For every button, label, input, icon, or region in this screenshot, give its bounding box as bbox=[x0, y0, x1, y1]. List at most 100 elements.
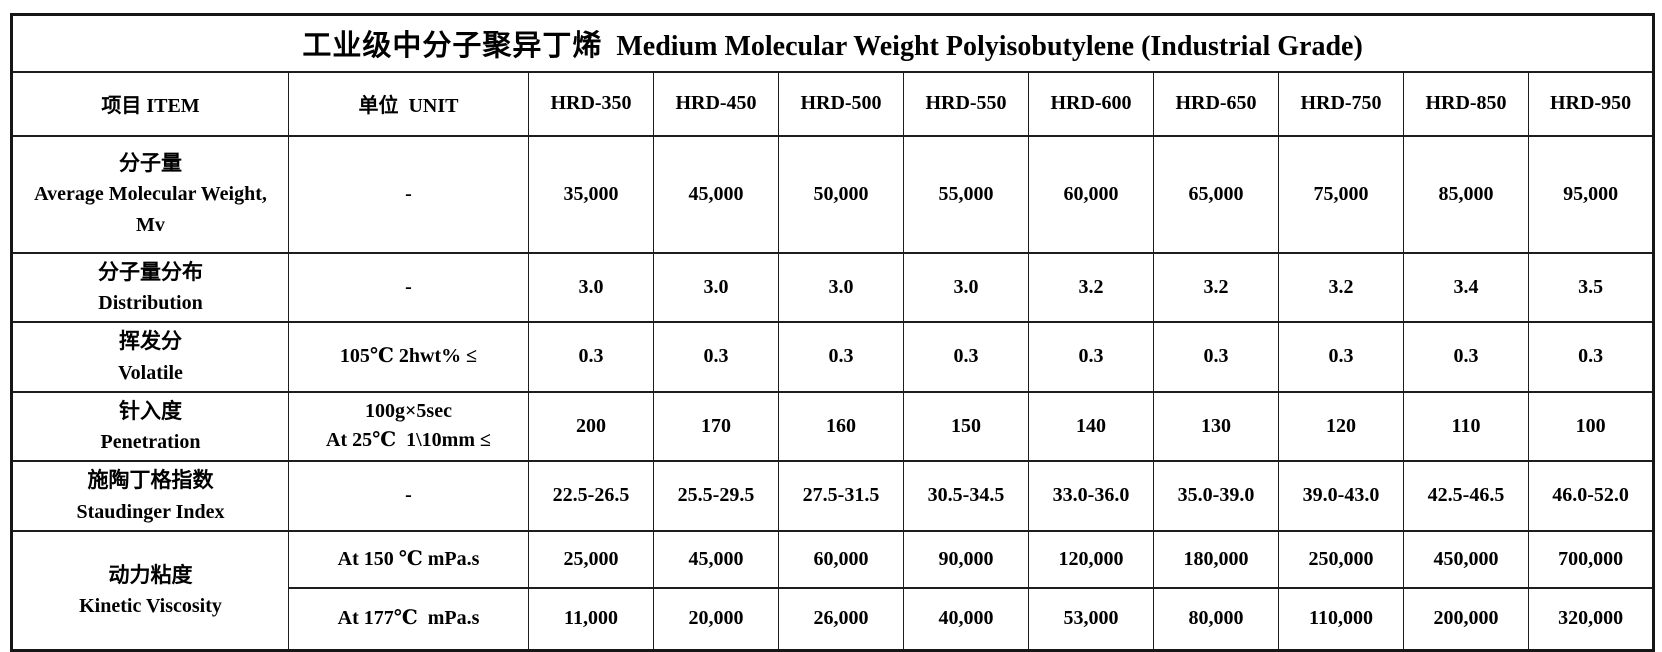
value-distribution-hrd-850: 3.4 bbox=[1403, 251, 1529, 324]
table-row-average-molecular-weight: 分子量 Average Molecular Weight, Mv - 35,000 45,… bbox=[11, 134, 1655, 254]
item-label-line: 分子量 bbox=[119, 150, 182, 175]
unit-label-line: At 150 ℃ mPa.s bbox=[337, 547, 480, 570]
item-label-line: 施陶丁格指数 bbox=[87, 468, 214, 493]
grade-header-hrd-350: HRD-350 bbox=[528, 70, 654, 137]
item-label-line: 针入度 bbox=[119, 398, 182, 423]
value-staudinger-index-hrd-950: 46.0-52.0 bbox=[1527, 460, 1655, 532]
item-label-line: Kinetic Viscosity bbox=[79, 595, 222, 618]
unit-column-header: 单位 UNIT bbox=[288, 70, 529, 137]
item-column-header: 项目 ITEM bbox=[11, 70, 289, 137]
grade-header-hrd-950: HRD-950 bbox=[1527, 70, 1655, 137]
value-kinetic-viscosity-177-hrd-750: 110,000 bbox=[1278, 586, 1404, 652]
unit-label-line: 105℃ 2hwt% ≤ bbox=[339, 345, 478, 368]
item-cell-staudinger-index: 施陶丁格指数 Staudinger Index bbox=[11, 460, 289, 532]
unit-cell-average-molecular-weight: - bbox=[288, 134, 529, 254]
value-average-molecular-weight-hrd-450: 45,000 bbox=[653, 134, 779, 254]
value-kinetic-viscosity-177-hrd-950: 320,000 bbox=[1527, 586, 1655, 652]
value-staudinger-index-hrd-450: 25.5-29.5 bbox=[653, 460, 779, 532]
value-distribution-hrd-500: 3.0 bbox=[778, 251, 904, 324]
value-volatile-hrd-550: 0.3 bbox=[903, 321, 1029, 393]
value-kinetic-viscosity-150-hrd-750: 250,000 bbox=[1278, 529, 1404, 589]
item-label-line: Distribution bbox=[98, 292, 203, 315]
value-kinetic-viscosity-150-hrd-500: 60,000 bbox=[778, 529, 904, 589]
value-average-molecular-weight-hrd-750: 75,000 bbox=[1278, 134, 1404, 254]
table-row-distribution: 分子量分布 Distribution -3.0 3.0 3.0 3.0 3.2 3.2 3.2 3… bbox=[11, 251, 1655, 324]
value-distribution-hrd-600: 3.2 bbox=[1028, 251, 1154, 324]
value-average-molecular-weight-hrd-950: 95,000 bbox=[1527, 134, 1655, 254]
value-volatile-hrd-850: 0.3 bbox=[1403, 321, 1529, 393]
value-volatile-hrd-600: 0.3 bbox=[1028, 321, 1154, 393]
value-penetration-hrd-350: 200 bbox=[528, 390, 654, 463]
item-cell-distribution: 分子量分布 Distribution bbox=[11, 251, 289, 324]
value-average-molecular-weight-hrd-350: 35,000 bbox=[528, 134, 654, 254]
value-volatile-hrd-500: 0.3 bbox=[778, 321, 904, 393]
value-staudinger-index-hrd-850: 42.5-46.5 bbox=[1403, 460, 1529, 532]
value-volatile-hrd-650: 0.3 bbox=[1153, 321, 1279, 393]
value-penetration-hrd-950: 100 bbox=[1527, 390, 1655, 463]
item-label-line: 动力粘度 bbox=[108, 562, 193, 587]
unit-cell-distribution: - bbox=[288, 251, 529, 324]
item-label-line: 挥发分 bbox=[119, 329, 182, 354]
value-average-molecular-weight-hrd-500: 50,000 bbox=[778, 134, 904, 254]
item-label-line: Staudinger Index bbox=[76, 500, 225, 523]
value-penetration-hrd-850: 110 bbox=[1403, 390, 1529, 463]
grade-header-hrd-550: HRD-550 bbox=[903, 70, 1029, 137]
item-cell-kinetic-viscosity-150: 动力粘度 Kinetic Viscosity bbox=[11, 529, 289, 652]
value-kinetic-viscosity-150-hrd-600: 120,000 bbox=[1028, 529, 1154, 589]
value-volatile-hrd-350: 0.3 bbox=[528, 321, 654, 393]
unit-cell-penetration: 100g×5sec At 25℃ 1\10mm ≤ bbox=[288, 390, 529, 463]
value-staudinger-index-hrd-550: 30.5-34.5 bbox=[903, 460, 1029, 532]
title-row: 工业级中分子聚异丁烯 Medium Molecular Weight Polyis… bbox=[10, 13, 1655, 73]
item-cell-volatile: 挥发分 Volatile bbox=[11, 321, 289, 393]
unit-label-line: - bbox=[405, 484, 412, 507]
item-cell-average-molecular-weight: 分子量 Average Molecular Weight, Mv bbox=[11, 134, 289, 254]
value-volatile-hrd-750: 0.3 bbox=[1278, 321, 1404, 393]
value-kinetic-viscosity-150-hrd-550: 90,000 bbox=[903, 529, 1029, 589]
value-volatile-hrd-450: 0.3 bbox=[653, 321, 779, 393]
value-kinetic-viscosity-150-hrd-850: 450,000 bbox=[1403, 529, 1529, 589]
table-row-staudinger-index: 施陶丁格指数 Staudinger Index - 22.5-26.5 25.5-29.… bbox=[11, 460, 1655, 532]
value-distribution-hrd-350: 3.0 bbox=[528, 251, 654, 324]
value-kinetic-viscosity-177-hrd-650: 80,000 bbox=[1153, 586, 1279, 652]
value-penetration-hrd-500: 160 bbox=[778, 390, 904, 463]
value-average-molecular-weight-hrd-850: 85,000 bbox=[1403, 134, 1529, 254]
unit-label-line: At 25℃ 1\10mm ≤ bbox=[326, 429, 491, 452]
grade-header-hrd-500: HRD-500 bbox=[778, 70, 904, 137]
grade-header-hrd-600: HRD-600 bbox=[1028, 70, 1154, 137]
value-kinetic-viscosity-150-hrd-950: 700,000 bbox=[1527, 529, 1655, 589]
value-penetration-hrd-750: 120 bbox=[1278, 390, 1404, 463]
value-penetration-hrd-600: 140 bbox=[1028, 390, 1154, 463]
value-penetration-hrd-550: 150 bbox=[903, 390, 1029, 463]
value-average-molecular-weight-hrd-550: 55,000 bbox=[903, 134, 1029, 254]
table-row-penetration: 针入度 Penetration 100g×5sec At 25℃ 1\10mm ≤ 20… bbox=[11, 390, 1655, 463]
value-distribution-hrd-750: 3.2 bbox=[1278, 251, 1404, 324]
unit-label-line: 100g×5sec bbox=[365, 400, 452, 423]
page-title-english: Medium Molecular Weight Polyisobutylene … bbox=[616, 31, 1363, 63]
item-label-line: Average Molecular Weight, bbox=[34, 183, 267, 206]
unit-cell-kinetic-viscosity-150: At 150 ℃ mPa.s bbox=[288, 529, 529, 589]
spec-table: 工业级中分子聚异丁烯 Medium Molecular Weight Polyis… bbox=[10, 13, 1656, 652]
item-label-line: Volatile bbox=[118, 361, 183, 384]
value-kinetic-viscosity-150-hrd-450: 45,000 bbox=[653, 529, 779, 589]
product-spec-sheet: 工业级中分子聚异丁烯 Medium Molecular Weight Polyis… bbox=[10, 13, 1656, 652]
value-kinetic-viscosity-150-hrd-350: 25,000 bbox=[528, 529, 654, 589]
value-average-molecular-weight-hrd-650: 65,000 bbox=[1153, 134, 1279, 254]
unit-cell-volatile: 105℃ 2hwt% ≤ bbox=[288, 321, 529, 393]
grade-header-hrd-650: HRD-650 bbox=[1153, 70, 1279, 137]
value-kinetic-viscosity-177-hrd-350: 11,000 bbox=[528, 586, 654, 652]
value-penetration-hrd-650: 130 bbox=[1153, 390, 1279, 463]
grade-header-row: 项目 ITEM 单位 UNIT HRD-350 HRD-450 HRD-500 HRD… bbox=[11, 70, 1655, 137]
value-average-molecular-weight-hrd-600: 60,000 bbox=[1028, 134, 1154, 254]
grade-header-hrd-450: HRD-450 bbox=[653, 70, 779, 137]
value-distribution-hrd-950: 3.5 bbox=[1527, 251, 1655, 324]
value-staudinger-index-hrd-750: 39.0-43.0 bbox=[1278, 460, 1404, 532]
value-kinetic-viscosity-177-hrd-600: 53,000 bbox=[1028, 586, 1154, 652]
unit-label-line: - bbox=[405, 182, 412, 205]
value-kinetic-viscosity-177-hrd-500: 26,000 bbox=[778, 586, 904, 652]
value-kinetic-viscosity-177-hrd-450: 20,000 bbox=[653, 586, 779, 652]
item-label-line: Mv bbox=[136, 214, 165, 237]
value-staudinger-index-hrd-600: 33.0-36.0 bbox=[1028, 460, 1154, 532]
value-distribution-hrd-550: 3.0 bbox=[903, 251, 1029, 324]
value-kinetic-viscosity-150-hrd-650: 180,000 bbox=[1153, 529, 1279, 589]
value-staudinger-index-hrd-500: 27.5-31.5 bbox=[778, 460, 904, 532]
